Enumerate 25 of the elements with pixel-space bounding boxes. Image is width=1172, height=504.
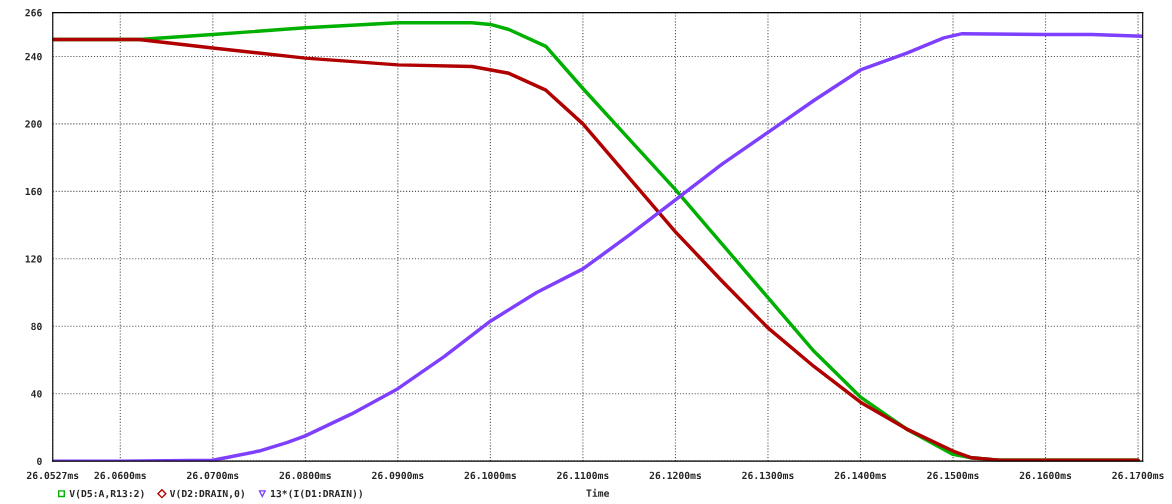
y-tick-label: 80 (31, 322, 42, 331)
y-tick-label: 0 (37, 457, 42, 465)
legend-label: V(D2:DRAIN,0) (169, 489, 244, 499)
x-axis-title: Time (586, 488, 610, 497)
x-tick-label: 26.0600ms (94, 471, 146, 480)
x-tick-label: 26.1000ms (464, 471, 516, 480)
legend-label: 13*(I(D1:DRAIN)) (270, 489, 362, 499)
x-tick-label: 26.1200ms (649, 471, 701, 480)
x-tick-label: 26.0527ms (26, 471, 79, 480)
x-tick-label: 26.0800ms (279, 471, 331, 480)
x-tick-label: 26.1600ms (1019, 471, 1072, 480)
legend-label: V(D5:A,R13:2) (69, 489, 144, 499)
x-tick-label: 26.1400ms (834, 471, 887, 480)
y-tick-label: 120 (25, 255, 42, 263)
x-tick-label: 26.1500ms (927, 471, 979, 480)
x-tick-label: 26.1100ms (557, 471, 609, 480)
x-tick-label: 26.0900ms (372, 471, 424, 480)
y-tick-label: 200 (25, 120, 42, 128)
y-tick-label: 240 (25, 52, 42, 61)
x-tick-label: 26.0700ms (187, 471, 239, 480)
y-tick-label: 160 (25, 187, 42, 196)
y-tick-label: 266 (25, 9, 42, 17)
x-tick-label: 26.1300ms (742, 471, 794, 480)
y-tick-label: 40 (31, 390, 42, 398)
x-tick-label: 26.1700ms (1112, 471, 1164, 480)
